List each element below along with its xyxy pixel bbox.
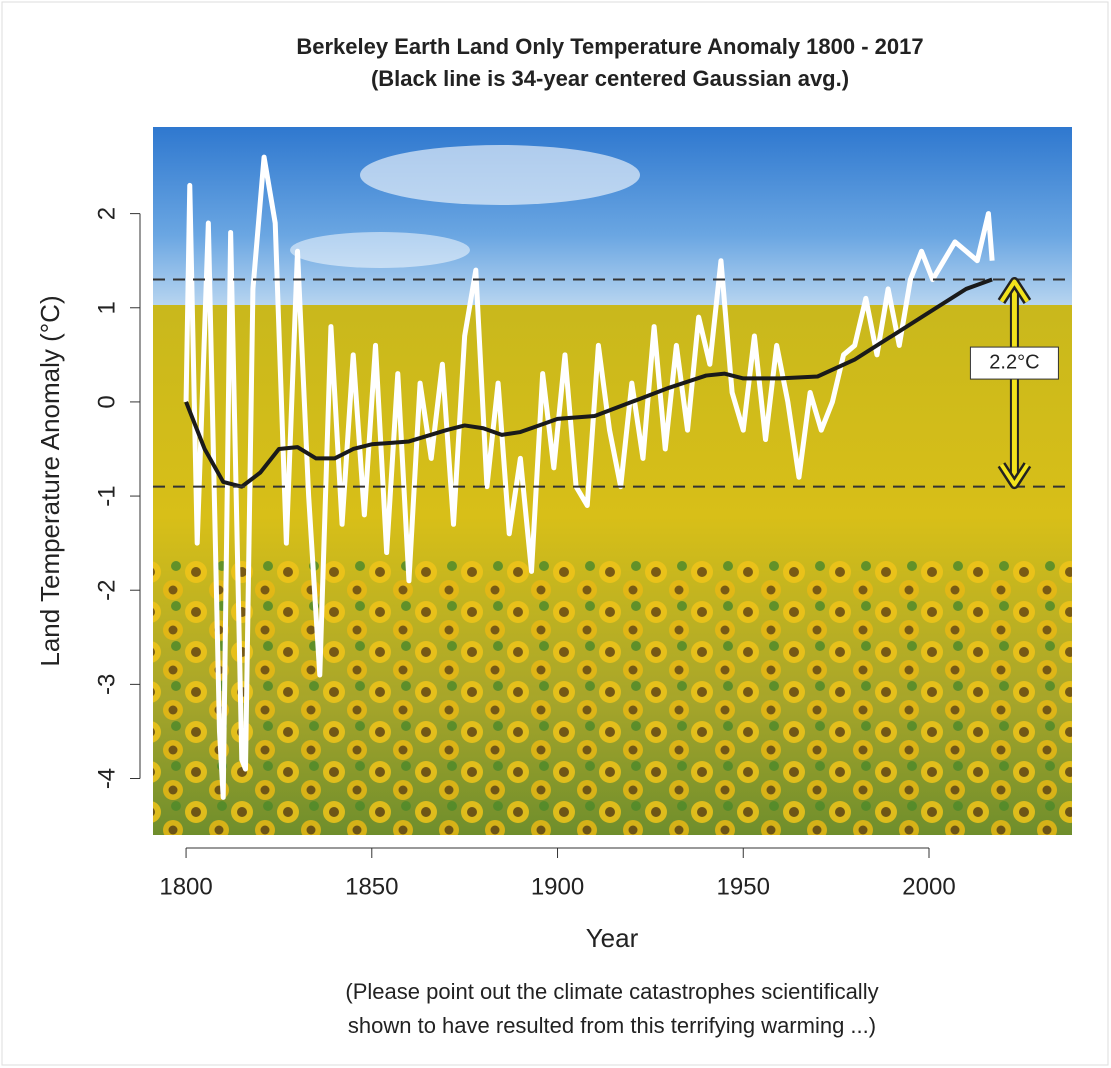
x-tick-label: 1900 [531,873,584,900]
y-tick-label: -2 [93,580,120,601]
x-tick-label: 1950 [717,873,770,900]
annotation-label: 2.2°C [989,351,1039,373]
arrow-head [999,463,1030,487]
x-tick-label: 2000 [902,873,955,900]
y-axis-label: Land Temperature Anomaly (°C) [35,295,65,666]
x-tick-label: 1850 [345,873,398,900]
y-tick-label: -4 [93,768,120,789]
y-tick-label: -3 [93,674,120,695]
y-tick-label: 1 [93,301,120,314]
x-axis-label: Year [586,923,639,953]
y-tick-label: 2 [93,207,120,220]
background [153,127,1072,835]
y-tick-label: -1 [93,485,120,506]
x-tick-label: 1800 [159,873,212,900]
footnote: shown to have resulted from this terrify… [348,1013,876,1038]
title: Berkeley Earth Land Only Temperature Ano… [296,34,923,59]
subtitle: (Black line is 34-year centered Gaussian… [371,66,849,91]
y-tick-label: 0 [93,395,120,408]
arrow-head [999,279,1030,303]
footnote: (Please point out the climate catastroph… [345,979,878,1004]
annotation-box [969,346,1059,380]
series-line [184,277,993,489]
